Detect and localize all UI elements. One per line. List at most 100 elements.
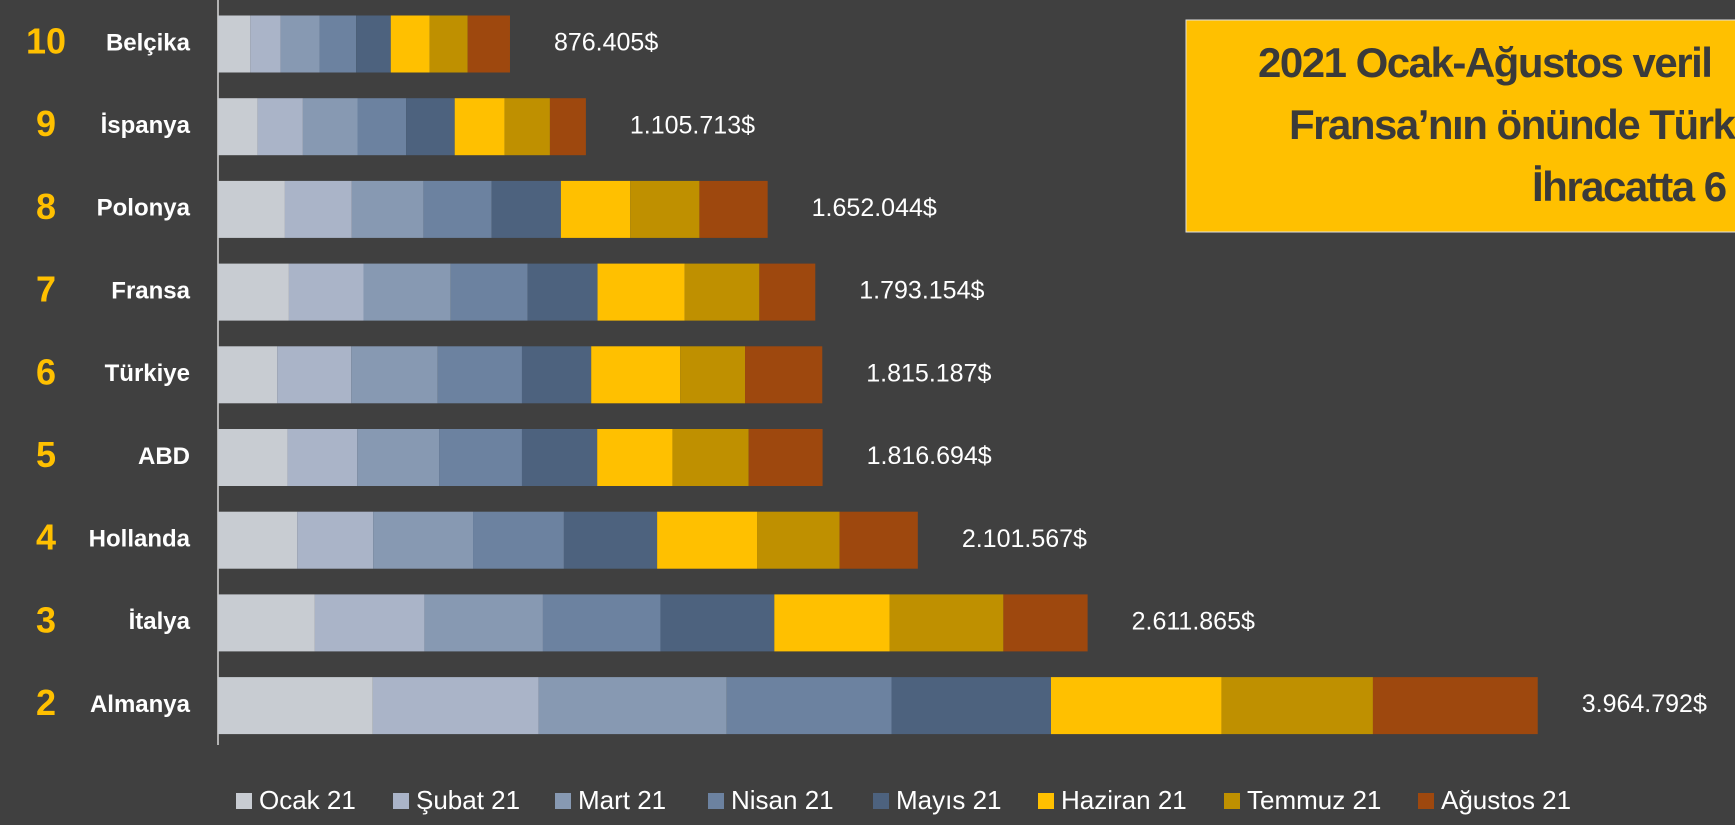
total-label: 1.652.044$ [812,194,937,222]
legend-label: Ağustos 21 [1441,785,1571,815]
bar-segment [630,180,700,238]
bar-segment [657,511,758,569]
title-line: Fransa’nın önünde Türk [1289,101,1735,148]
bar-segment [357,98,407,156]
total-label: 2.101.567$ [962,525,1087,553]
bar-segment [473,511,564,569]
legend-label: Şubat 21 [416,785,520,815]
bar-segment [521,346,592,404]
bar-segment [759,263,816,321]
legend-swatch [236,793,252,809]
bar-segment [277,346,352,404]
legend-label: Ocak 21 [259,785,356,815]
bar-segment [757,511,840,569]
bar-segment [218,346,278,404]
category-label: İtalya [129,608,191,635]
bar-segment [450,263,528,321]
rank-label: 2 [36,682,56,723]
bar-segment [319,15,357,73]
title-line: 2021 Ocak-Ağustos veril [1258,39,1711,86]
bar-segment [218,263,289,321]
bar-segment [538,677,727,735]
bar-segment [549,98,586,156]
bar-segment [1372,677,1538,735]
legend-label: Mayıs 21 [896,785,1002,815]
category-label: Belçika [106,29,191,56]
bar-segment [774,594,890,652]
bar-segment [891,677,1051,735]
rank-label: 6 [36,351,56,392]
bar-segment [542,594,661,652]
total-label: 1.105.713$ [630,111,755,139]
bar-segment [527,263,598,321]
total-label: 1.793.154$ [859,277,984,305]
bar-segment [390,15,430,73]
bar-segment [218,180,285,238]
bar-segment [1221,677,1373,735]
bar-segment [491,180,561,238]
rank-label: 9 [36,103,56,144]
bar-segment [684,263,760,321]
bar-segment [280,15,320,73]
bar-segment [363,263,451,321]
category-label: İspanya [101,112,191,139]
legend-swatch [708,793,724,809]
bar-segment [297,511,374,569]
category-label: Almanya [90,691,191,718]
legend-swatch [393,793,409,809]
bar-segment [699,180,768,238]
legend-swatch [1418,793,1434,809]
bar-segment [839,511,918,569]
rank-label: 10 [26,21,66,62]
bar-segment [218,15,251,73]
rank-label: 3 [36,599,56,640]
bar-segment [454,98,505,156]
bar-segment [660,594,775,652]
bar-segment [356,15,391,73]
bar-segment [351,180,424,238]
title-line: İhracatta 6 [1532,163,1726,210]
bar-segment [288,263,364,321]
category-label: Türkiye [105,360,190,387]
legend-label: Haziran 21 [1061,785,1187,815]
bar-segment [563,511,658,569]
bar-segment [680,346,746,404]
bar-segment [357,429,440,486]
bar-segment [439,429,522,486]
rank-label: 5 [36,434,56,475]
legend-swatch [1224,793,1240,809]
category-label: ABD [138,443,190,470]
total-label: 2.611.865$ [1132,608,1255,636]
rank-label: 7 [36,269,56,310]
title-box [1185,19,1735,233]
bar-segment [504,98,550,156]
bar-segment [748,429,823,486]
bar-segment [1003,594,1088,652]
bar-segment [889,594,1004,652]
bar-segment [372,677,539,735]
bar-segment [287,429,358,486]
bar-segment [314,594,425,652]
bar-segment [591,346,681,404]
bar-segment [257,98,303,156]
bar-segment [218,594,315,652]
bar-segment [284,180,352,238]
bar-segment [467,15,510,73]
bar-segment [437,346,522,404]
legend-label: Nisan 21 [731,785,834,815]
bar-segment [745,346,823,404]
bar-segment [597,429,673,486]
legend-swatch [555,793,571,809]
rank-label: 4 [36,517,56,558]
bar-segment [406,98,455,156]
legend-label: Mart 21 [578,785,666,815]
bar-segment [429,15,468,73]
bar-segment [424,594,543,652]
legend-label: Temmuz 21 [1247,785,1381,815]
bar-segment [672,429,749,486]
legend-swatch [1038,793,1054,809]
bar-segment [560,180,631,238]
category-label: Fransa [111,277,190,304]
total-label: 876.405$ [554,29,658,57]
total-label: 1.815.187$ [866,359,991,387]
